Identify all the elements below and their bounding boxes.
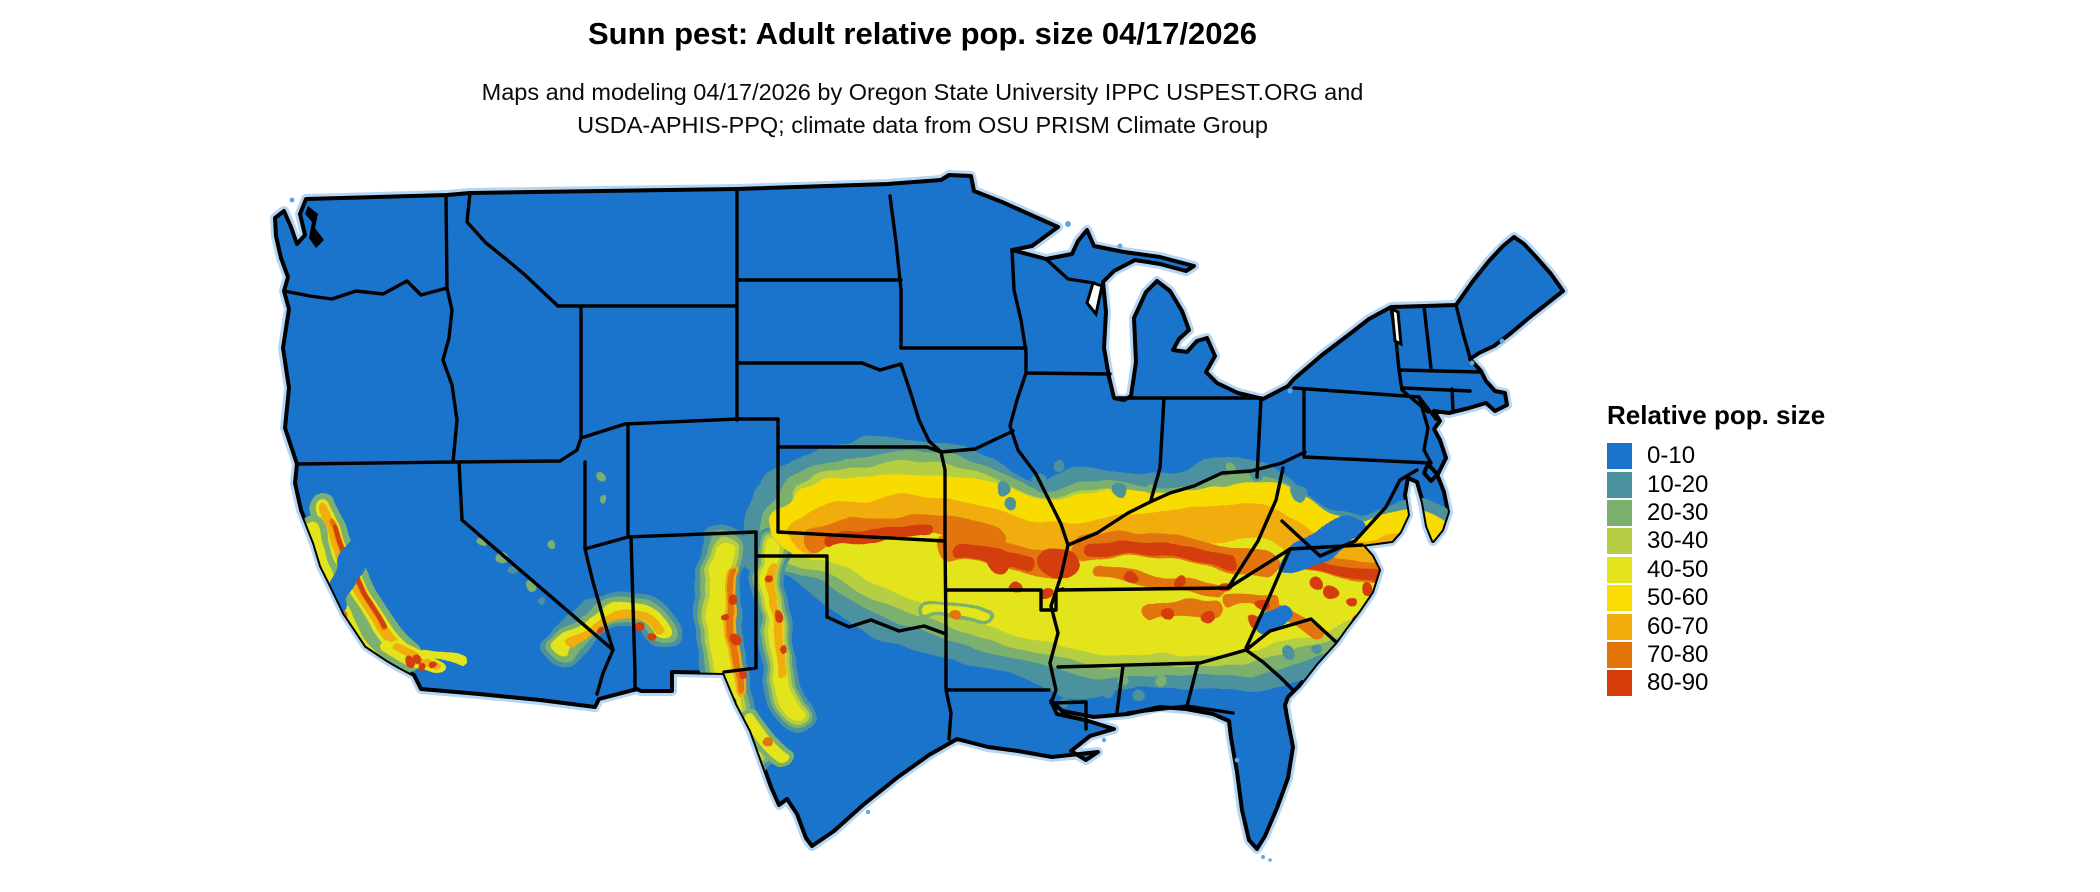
- legend-swatch: [1607, 670, 1632, 697]
- water-details: [289, 197, 1505, 862]
- state-borders: [282, 187, 1482, 741]
- subtitle-line-1: Maps and modeling 04/17/2026 by Oregon S…: [481, 79, 1364, 105]
- legend: Relative pop. size 0-10 10-20 20-30 30-40 40…: [1607, 400, 1825, 698]
- legend-swatch: [1607, 499, 1632, 526]
- lake-champlain: [1390, 306, 1403, 347]
- red-confluence-blob: [1038, 547, 1078, 577]
- nm-band-darkorange: [728, 568, 745, 694]
- borders-west: [282, 187, 1051, 741]
- legend-swatch: [1607, 528, 1632, 555]
- legend-item: 60-70: [1607, 612, 1825, 640]
- legend-item: 80-90: [1607, 669, 1825, 697]
- legend-label: 50-60: [1647, 584, 1709, 612]
- core-tidewater: [1395, 557, 1443, 574]
- puget-sound-ink: [305, 206, 324, 248]
- legend-title: Relative pop. size: [1607, 400, 1826, 430]
- core-ks-ok: [802, 513, 1005, 550]
- legend-item: 20-30: [1607, 499, 1825, 527]
- legend-item: 0-10: [1607, 442, 1825, 470]
- shore-speckles: [289, 197, 1505, 862]
- legend-swatch: [1607, 613, 1632, 640]
- legend-item: 40-50: [1607, 556, 1825, 584]
- legend-swatch: [1607, 556, 1632, 583]
- legend-label: 10-20: [1647, 470, 1709, 498]
- legend-label: 20-30: [1647, 498, 1709, 526]
- legend-swatch: [1607, 471, 1632, 498]
- borders-central: [944, 248, 1402, 731]
- legend-label: 60-70: [1647, 612, 1709, 640]
- legend-item: 30-40: [1607, 527, 1825, 555]
- appalachian-blue-gap: [1278, 515, 1362, 575]
- legend-label: 0-10: [1647, 442, 1696, 470]
- core-alabama: [1142, 599, 1223, 620]
- figure-title: Sunn pest: Adult relative pop. size 04/1…: [587, 16, 1257, 51]
- band-orange-core: [790, 495, 1454, 582]
- subtitle-line-2: USDA-APHIS-PPQ; climate data from OSU PR…: [577, 112, 1268, 138]
- legend-label: 40-50: [1647, 555, 1709, 583]
- legend-rows: 0-10 10-20 20-30 30-40 40-50 50-60 60-70 70-80 8…: [1607, 442, 1825, 698]
- sangabriel-yellow: [422, 649, 467, 665]
- legend-swatch: [1607, 585, 1632, 612]
- legend-label: 70-80: [1647, 640, 1709, 668]
- red-ks: [824, 525, 936, 548]
- legend-item: 10-20: [1607, 470, 1825, 498]
- legend-swatch: [1607, 443, 1632, 470]
- legend-swatch: [1607, 641, 1632, 668]
- red-ky-tn: [1083, 541, 1235, 567]
- green-bay-lake: [1085, 281, 1104, 318]
- legend-item: 70-80: [1607, 641, 1825, 669]
- legend-label: 80-90: [1647, 669, 1709, 697]
- figure-subtitle: Maps and modeling 04/17/2026 by Oregon S…: [0, 76, 1845, 142]
- legend-item: 50-60: [1607, 584, 1825, 612]
- az-orange: [567, 608, 663, 649]
- central-valley-blue: [326, 537, 366, 613]
- legend-label: 30-40: [1647, 527, 1709, 555]
